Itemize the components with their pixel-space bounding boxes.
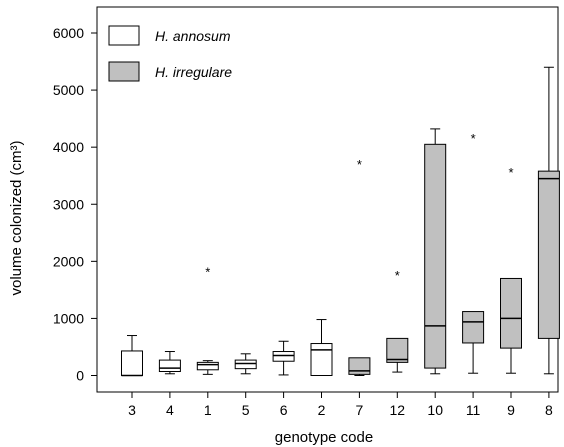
box-iqr [386, 337, 409, 363]
y-axis: 0 1000 2000 3000 4000 5000 6000 [53, 25, 97, 384]
box-iqr [348, 357, 371, 375]
outlier-marker: * [205, 264, 210, 279]
box-10 [424, 128, 447, 375]
y-tick-label: 3000 [53, 196, 84, 212]
x-axis-title: genotype code [275, 429, 373, 446]
box-iqr [537, 170, 560, 339]
box-1: * [196, 264, 219, 375]
box-iqr [234, 359, 257, 370]
box-9: * [500, 165, 522, 374]
box-iqr [424, 143, 447, 369]
outlier-marker: * [508, 165, 513, 180]
box-iqr [196, 361, 219, 371]
box-iqr [500, 277, 522, 349]
outlier-marker: * [471, 131, 476, 146]
box-iqr [462, 311, 485, 344]
x-tick-label: 9 [507, 402, 515, 418]
box-series: * * * * * [121, 66, 560, 377]
box-8 [537, 66, 560, 375]
x-tick-label: 8 [545, 402, 553, 418]
outlier-marker: * [357, 157, 362, 172]
box-12: * [386, 268, 409, 373]
x-tick-label: 7 [356, 402, 364, 418]
box-iqr [310, 343, 333, 376]
legend-label-h-annosum: H. annosum [155, 28, 231, 44]
y-tick-label: 0 [76, 368, 84, 384]
x-tick-label: 2 [318, 402, 326, 418]
outlier-marker: * [395, 268, 400, 283]
y-axis-title: volume colonized (cm³) [8, 140, 25, 295]
box-6 [272, 340, 295, 376]
x-tick-label: 3 [128, 402, 136, 418]
box-11: * [462, 131, 485, 374]
y-tick-label: 4000 [53, 139, 84, 155]
box-iqr [121, 350, 143, 376]
box-4 [158, 351, 181, 375]
box-2 [310, 319, 333, 376]
box-7: * [348, 157, 371, 376]
x-tick-label: 5 [242, 402, 250, 418]
box-iqr [158, 359, 181, 373]
x-tick-label: 10 [427, 402, 443, 418]
box-iqr [272, 351, 295, 362]
x-tick-label: 1 [204, 402, 212, 418]
y-tick-label: 2000 [53, 253, 84, 269]
y-tick-label: 5000 [53, 82, 84, 98]
legend-swatch-h-annosum [108, 25, 140, 46]
y-tick-label: 6000 [53, 25, 84, 41]
box-3 [121, 335, 143, 377]
y-tick-label: 1000 [53, 310, 84, 326]
x-axis: 3 4 1 5 6 2 7 12 10 11 9 8 [128, 392, 553, 418]
box-5 [234, 353, 257, 375]
x-tick-label: 12 [390, 402, 406, 418]
legend-swatch-h-irregulare [108, 61, 140, 82]
legend-label-h-irregulare: H. irregulare [155, 64, 232, 80]
x-tick-label: 6 [280, 402, 288, 418]
x-tick-label: 4 [166, 402, 174, 418]
legend: H. annosum H. irregulare [108, 25, 232, 82]
x-tick-label: 11 [466, 402, 481, 418]
